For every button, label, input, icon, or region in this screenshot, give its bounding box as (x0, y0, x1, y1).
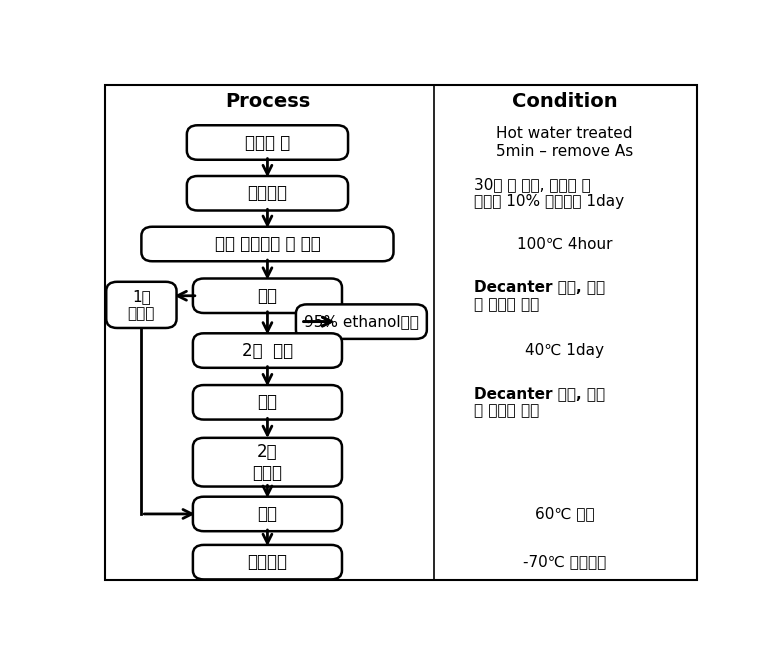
FancyBboxPatch shape (106, 282, 177, 328)
FancyBboxPatch shape (142, 227, 393, 261)
FancyBboxPatch shape (193, 333, 342, 368)
Text: Decanter 이용, 잔사
와 추출액 분리: Decanter 이용, 잔사 와 추출액 분리 (474, 386, 604, 418)
FancyBboxPatch shape (187, 125, 348, 159)
FancyBboxPatch shape (296, 304, 427, 339)
Text: 농축: 농축 (257, 505, 278, 523)
Text: Process: Process (224, 92, 310, 111)
Text: 효소 비활성화 및 추출: 효소 비활성화 및 추출 (214, 235, 321, 253)
Text: 여과: 여과 (257, 393, 278, 411)
Text: 1차
추출액: 1차 추출액 (127, 289, 155, 321)
Text: Decanter 이용, 잔사
와 추출액 분리: Decanter 이용, 잔사 와 추출액 분리 (474, 279, 604, 312)
FancyBboxPatch shape (193, 438, 342, 486)
Text: Condition: Condition (511, 92, 617, 111)
Text: 95% ethanol첨가: 95% ethanol첨가 (304, 314, 419, 329)
Text: -70℃ 동결건조: -70℃ 동결건조 (523, 555, 606, 569)
Text: 전처리 톳: 전처리 톳 (245, 134, 290, 152)
Text: 100℃ 4hour: 100℃ 4hour (517, 237, 612, 252)
Text: 40℃ 1day: 40℃ 1day (525, 343, 604, 358)
FancyBboxPatch shape (193, 385, 342, 420)
FancyBboxPatch shape (193, 497, 342, 531)
Text: 2차  추출: 2차 추출 (242, 341, 293, 360)
Text: 2차
추출액: 2차 추출액 (253, 443, 282, 482)
FancyBboxPatch shape (193, 279, 342, 313)
FancyBboxPatch shape (187, 176, 348, 210)
FancyBboxPatch shape (193, 545, 342, 579)
Text: 효소처리: 효소처리 (247, 185, 288, 202)
Text: Hot water treated
5min – remove As: Hot water treated 5min – remove As (496, 127, 633, 159)
Text: 동결건조: 동결건조 (247, 553, 288, 571)
Text: 여과: 여과 (257, 287, 278, 304)
Text: 30배 물 첨가, 전처리 톳
중량의 10% 효소첨가 1day: 30배 물 첨가, 전처리 톳 중량의 10% 효소첨가 1day (474, 177, 623, 210)
Text: 60℃ 이하: 60℃ 이하 (535, 507, 594, 521)
